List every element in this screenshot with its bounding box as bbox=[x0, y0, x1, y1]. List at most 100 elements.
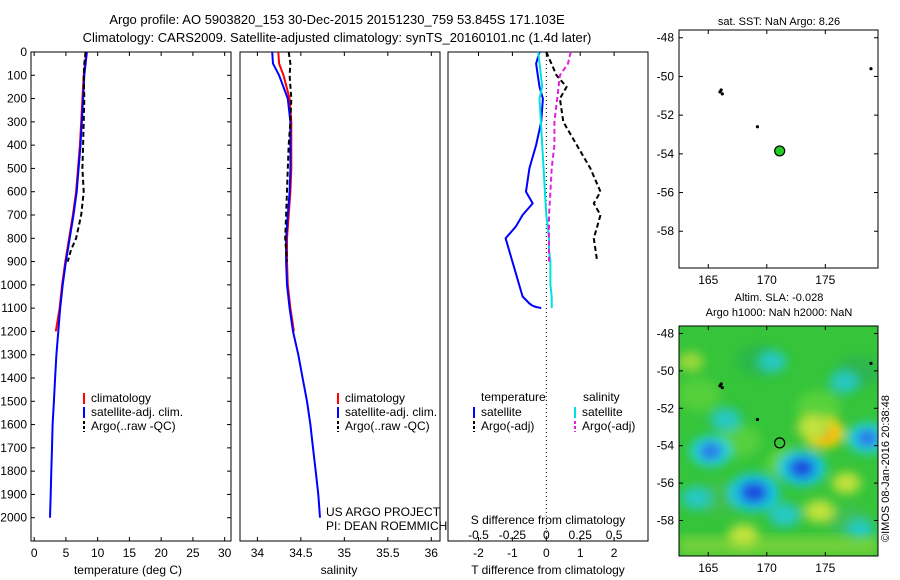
legend-label: climatology bbox=[91, 391, 151, 405]
salinity-diff-tick-label: -0.25 bbox=[499, 528, 527, 542]
argo-float-marker bbox=[774, 145, 786, 157]
imos-watermark: ©IMOS 08-Jan-2016 20:38:48 bbox=[880, 395, 892, 542]
x-tick-label: 0 bbox=[543, 546, 550, 560]
sla-heatmap bbox=[679, 326, 878, 556]
latitude-tick-label: -56 bbox=[657, 476, 675, 490]
depth-tick-label: 500 bbox=[7, 161, 27, 175]
legend-label: satellite-adj. clim. bbox=[91, 405, 183, 419]
legend-label: Argo(..raw -QC) bbox=[345, 419, 430, 433]
latitude-tick-label: -58 bbox=[657, 513, 675, 527]
sla-texture-patch bbox=[796, 390, 841, 423]
longitude-tick-label: 165 bbox=[698, 273, 718, 287]
legend-title-salinity: salinity bbox=[583, 390, 620, 404]
x-tick-label: 2 bbox=[611, 546, 618, 560]
x-tick-label: 5 bbox=[63, 546, 70, 560]
panel-salinity-frame bbox=[239, 51, 441, 542]
legend-label: Argo(-adj) bbox=[481, 419, 534, 433]
legend-label: Argo(..raw -QC) bbox=[91, 419, 176, 433]
track-point-marker bbox=[869, 361, 873, 365]
depth-tick-label: 1100 bbox=[1, 301, 27, 315]
salinity-diff-tick-label: 0.25 bbox=[569, 528, 593, 542]
track-point-marker bbox=[755, 417, 760, 422]
sla-map-title-line1: Altim. SLA: -0.028 bbox=[735, 292, 824, 304]
difference-xlabel-top: S difference from climatology bbox=[471, 513, 626, 527]
latitude-tick-label: -50 bbox=[657, 364, 675, 378]
map-frame bbox=[678, 29, 879, 269]
track-point-marker bbox=[720, 92, 724, 96]
series-line-satellite bbox=[537, 51, 553, 309]
depth-tick-label: 400 bbox=[7, 138, 27, 152]
salinity-diff-tick-label: 0.5 bbox=[606, 528, 623, 542]
x-tick-label: 20 bbox=[154, 546, 168, 560]
depth-tick-label: 1300 bbox=[0, 348, 27, 362]
x-tick-label: -2 bbox=[473, 546, 484, 560]
x-tick-label: -1 bbox=[507, 546, 518, 560]
argo-float-marker bbox=[774, 437, 786, 449]
series-line-argo-adj- bbox=[545, 51, 602, 262]
sla-anomaly-core bbox=[803, 419, 824, 435]
series-line-argo-raw-qc- bbox=[66, 51, 87, 262]
series-line-satellite-adj-clim- bbox=[271, 51, 321, 518]
depth-tick-label: 700 bbox=[7, 208, 27, 222]
latitude-tick-label: -48 bbox=[657, 326, 675, 340]
legend-label: satellite bbox=[582, 405, 623, 419]
x-tick-label: 15 bbox=[123, 546, 137, 560]
longitude-tick-label: 170 bbox=[757, 273, 777, 287]
depth-tick-label: 800 bbox=[7, 231, 27, 245]
x-tick-label: 1 bbox=[577, 546, 584, 560]
depth-tick-label: 1600 bbox=[0, 418, 27, 432]
difference-panel: -2 -1 0 1 2 -0.5 -0.25 0 0.25 0.5 temperature salin… bbox=[447, 51, 649, 560]
longitude-tick-label: 165 bbox=[698, 561, 718, 575]
depth-tick-label: 1400 bbox=[0, 371, 27, 385]
legend-label: satellite-adj. clim. bbox=[345, 405, 437, 419]
x-tick-label: 34 bbox=[251, 546, 265, 560]
latitude-tick-label: -56 bbox=[657, 186, 675, 200]
salinity-diff-tick-label: 0 bbox=[543, 528, 550, 542]
x-tick-label: 25 bbox=[186, 546, 200, 560]
sst-map-panel: -48 -50 -52 -54 -56 -58 165 170 175 bbox=[657, 29, 879, 287]
difference-xlabel: T difference from climatology bbox=[471, 563, 625, 577]
depth-tick-label: 900 bbox=[7, 255, 27, 269]
x-tick-label: 10 bbox=[91, 546, 105, 560]
track-point-marker bbox=[720, 386, 724, 390]
salinity-diff-tick-label: -0.5 bbox=[468, 528, 489, 542]
salinity-panel: 34 34.5 35 35.5 36 climatologysatellite-adj. … bbox=[239, 51, 441, 560]
x-tick-label: 35 bbox=[338, 546, 352, 560]
latitude-tick-label: -58 bbox=[657, 224, 675, 238]
sla-anomaly-core bbox=[837, 476, 855, 490]
series-line-argo-raw-qc- bbox=[284, 51, 293, 262]
depth-tick-label: 2000 bbox=[0, 511, 27, 525]
latitude-tick-label: -50 bbox=[657, 69, 675, 83]
latitude-tick-label: -52 bbox=[657, 108, 675, 122]
x-tick-label: 34.5 bbox=[289, 546, 313, 560]
longitude-tick-label: 175 bbox=[815, 561, 835, 575]
temperature-panel: 0100200300400500600700800900100011001200… bbox=[0, 45, 231, 560]
depth-tick-label: 600 bbox=[7, 185, 27, 199]
legend-title-temperature: temperature bbox=[481, 390, 546, 404]
series-line-satellite-adj-clim- bbox=[49, 51, 88, 518]
depth-tick-label: 0 bbox=[20, 45, 27, 59]
legend-label: climatology bbox=[345, 391, 405, 405]
map-frame bbox=[678, 325, 879, 557]
sla-anomaly-core bbox=[683, 355, 699, 368]
depth-tick-label: 1700 bbox=[0, 441, 27, 455]
sla-map-panel: -48 -50 -52 -54 -56 -58 165 170 175 bbox=[657, 325, 879, 575]
salinity-xlabel: salinity bbox=[321, 563, 358, 577]
depth-tick-label: 1500 bbox=[0, 394, 27, 408]
sla-anomaly-core bbox=[774, 507, 794, 523]
depth-tick-label: 200 bbox=[7, 92, 27, 106]
depth-tick-label: 1200 bbox=[0, 324, 27, 338]
depth-tick-label: 1800 bbox=[0, 464, 27, 478]
sla-map-title-line2: Argo h1000: NaN h2000: NaN bbox=[706, 307, 853, 319]
panel-difference-frame bbox=[447, 51, 649, 542]
panel-temperature-frame bbox=[30, 51, 232, 542]
latitude-tick-label: -52 bbox=[657, 401, 675, 415]
x-tick-label: 36 bbox=[425, 546, 439, 560]
legend-label: satellite bbox=[481, 405, 522, 419]
sla-anomaly-core bbox=[835, 375, 853, 389]
sla-texture-patch bbox=[679, 379, 721, 411]
sla-anomaly-core bbox=[764, 355, 781, 368]
latitude-tick-label: -54 bbox=[657, 147, 675, 161]
legend-label: Argo(-adj) bbox=[582, 419, 635, 433]
